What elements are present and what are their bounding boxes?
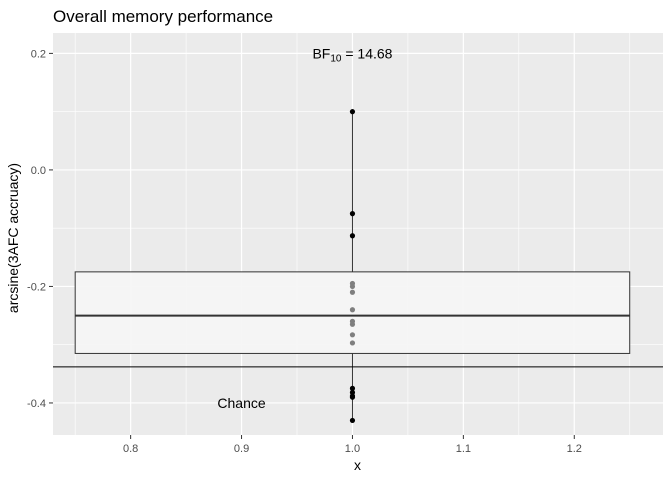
plot-panel bbox=[53, 33, 663, 435]
x-tick-label: 0.9 bbox=[234, 443, 249, 455]
y-axis-label: arcsine(3AFC accruacy) bbox=[5, 163, 21, 313]
y-tick-label: 0.0 bbox=[31, 165, 46, 177]
axes: 0.8 0.9 1.0 1.1 1.2 -0.4 -0.2 0.0 0.2 bbox=[27, 48, 582, 455]
data-point bbox=[349, 109, 356, 115]
y-tick-label: -0.4 bbox=[27, 398, 46, 410]
data-point bbox=[349, 307, 356, 313]
x-tick-label: 1.0 bbox=[345, 443, 360, 455]
y-tick-label: 0.2 bbox=[31, 48, 46, 60]
data-point bbox=[349, 340, 356, 346]
y-tick-label: -0.2 bbox=[27, 281, 46, 293]
data-point bbox=[349, 233, 356, 239]
data-point bbox=[349, 321, 356, 327]
data-point bbox=[349, 394, 356, 400]
data-point bbox=[349, 417, 356, 424]
data-point bbox=[349, 332, 356, 338]
chart-title: Overall memory performance bbox=[53, 7, 273, 26]
data-point bbox=[349, 385, 356, 391]
x-axis-label: x bbox=[354, 457, 361, 473]
data-point bbox=[349, 283, 356, 290]
x-tick-label: 1.1 bbox=[456, 443, 471, 455]
panel-background bbox=[53, 33, 663, 435]
x-tick-label: 1.2 bbox=[567, 443, 582, 455]
data-point bbox=[349, 289, 356, 295]
grid-lines bbox=[53, 33, 663, 435]
data-points bbox=[53, 109, 663, 424]
annotations: BF10 = 14.68 Chance bbox=[217, 45, 392, 411]
annotation-bf: BF10 = 14.68 bbox=[312, 45, 392, 64]
annotation-chance: Chance bbox=[217, 395, 265, 411]
data-point bbox=[349, 211, 356, 217]
x-tick-label: 0.8 bbox=[123, 443, 138, 455]
